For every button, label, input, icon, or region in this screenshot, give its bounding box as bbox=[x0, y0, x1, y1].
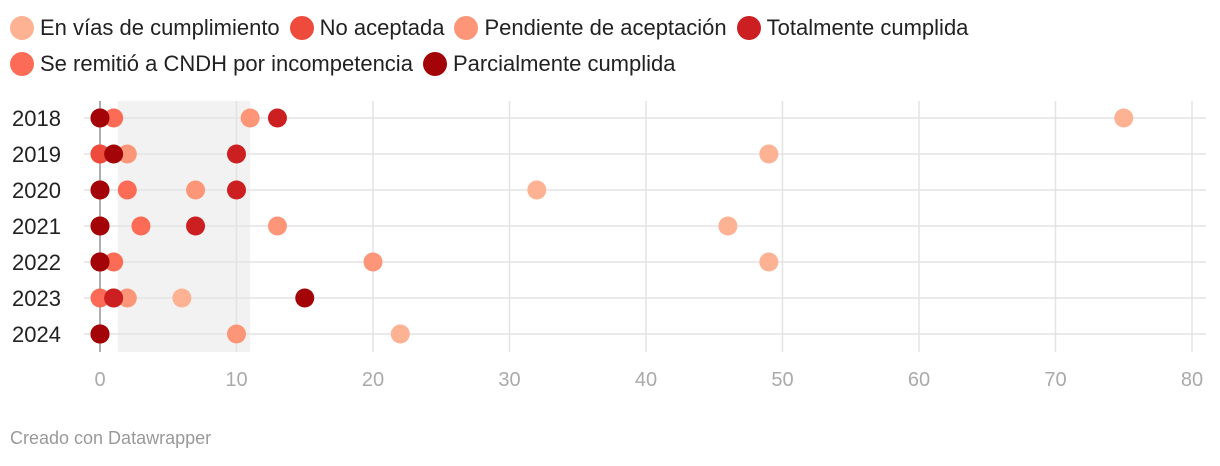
x-tick-label: 30 bbox=[498, 369, 520, 391]
data-point-parcial bbox=[104, 144, 124, 164]
legend-item-pendiente: Pendiente de aceptación bbox=[454, 10, 727, 46]
year-label: 2022 bbox=[12, 250, 61, 275]
data-point-totalmente bbox=[104, 288, 124, 308]
data-point-cndh bbox=[131, 216, 151, 236]
x-tick-label: 70 bbox=[1044, 369, 1066, 391]
legend-item-parcial: Parcialmente cumplida bbox=[422, 46, 676, 82]
year-label: 2024 bbox=[12, 322, 61, 347]
year-label: 2018 bbox=[12, 106, 61, 131]
data-point-pendiente bbox=[117, 288, 137, 308]
data-point-en_vias bbox=[718, 216, 738, 236]
data-point-pendiente bbox=[240, 108, 260, 128]
legend-item-no_aceptada: No aceptada bbox=[289, 10, 445, 46]
x-tick-label: 20 bbox=[362, 369, 384, 391]
data-point-parcial bbox=[90, 324, 110, 344]
x-tick-label: 60 bbox=[908, 369, 930, 391]
legend-swatch bbox=[736, 16, 761, 40]
data-point-pendiente bbox=[267, 216, 287, 236]
data-point-en_vias bbox=[759, 144, 779, 164]
data-point-en_vias bbox=[1114, 108, 1134, 128]
year-label: 2023 bbox=[12, 286, 61, 311]
x-tick-label: 10 bbox=[225, 369, 247, 391]
data-point-pendiente bbox=[227, 324, 246, 344]
legend-label: Totalmente cumplida bbox=[766, 15, 969, 40]
legend-swatch bbox=[10, 52, 34, 76]
data-point-cndh bbox=[104, 252, 124, 272]
data-point-totalmente bbox=[186, 216, 206, 236]
year-label: 2021 bbox=[12, 214, 61, 239]
credit-footer: Creado con Datawrapper bbox=[10, 428, 212, 448]
legend-swatch bbox=[454, 16, 479, 40]
data-point-en_vias bbox=[527, 180, 547, 200]
x-tick-label: 40 bbox=[635, 369, 657, 391]
data-point-en_vias bbox=[390, 324, 410, 344]
legend-item-cndh: Se remitió a CNDH por incompetencia bbox=[10, 46, 413, 82]
year-label: 2020 bbox=[12, 178, 61, 203]
x-tick-label: 50 bbox=[771, 369, 793, 391]
legend-label: Parcialmente cumplida bbox=[452, 51, 676, 76]
data-point-cndh bbox=[117, 180, 137, 200]
x-tick-label: 0 bbox=[94, 369, 105, 391]
legend-swatch bbox=[422, 52, 447, 76]
legend-swatch bbox=[10, 16, 34, 40]
legend-label: No aceptada bbox=[319, 15, 445, 40]
legend-label: Se remitió a CNDH por incompetencia bbox=[40, 51, 413, 76]
data-point-en_vias bbox=[172, 288, 192, 308]
legend-swatch bbox=[289, 16, 314, 40]
data-point-en_vias bbox=[759, 252, 779, 272]
x-tick-label: 80 bbox=[1181, 369, 1203, 391]
data-point-totalmente bbox=[267, 108, 287, 128]
data-point-totalmente bbox=[227, 144, 246, 164]
data-point-parcial bbox=[295, 288, 315, 308]
data-point-parcial bbox=[90, 252, 110, 272]
data-point-no_aceptada bbox=[90, 144, 110, 164]
data-point-parcial bbox=[90, 108, 110, 128]
data-point-parcial bbox=[90, 180, 110, 200]
data-point-totalmente bbox=[227, 180, 246, 200]
legend-label: En vías de cumplimiento bbox=[40, 15, 280, 40]
data-point-parcial bbox=[90, 216, 110, 236]
legend-item-en_vias: En vías de cumplimiento bbox=[10, 10, 280, 46]
data-point-pendiente bbox=[363, 252, 383, 272]
legend-label: Pendiente de aceptación bbox=[484, 15, 727, 40]
data-point-cndh bbox=[90, 288, 110, 308]
legend-item-totalmente: Totalmente cumplida bbox=[736, 10, 969, 46]
data-point-pendiente bbox=[117, 144, 137, 164]
year-label: 2019 bbox=[12, 142, 61, 167]
data-point-pendiente bbox=[186, 180, 206, 200]
data-point-cndh bbox=[104, 108, 124, 128]
legend: En vías de cumplimiento No aceptada Pendie… bbox=[10, 10, 1210, 82]
